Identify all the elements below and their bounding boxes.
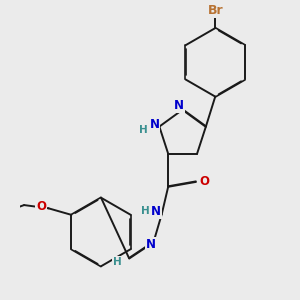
Text: O: O [199, 175, 209, 188]
Text: N: N [151, 205, 161, 218]
Text: N: N [174, 99, 184, 112]
Text: Br: Br [207, 4, 223, 17]
Text: H: H [139, 125, 148, 136]
Text: N: N [149, 118, 160, 131]
Text: H: H [113, 256, 122, 267]
Text: H: H [141, 206, 150, 216]
Text: N: N [146, 238, 156, 251]
Text: O: O [36, 200, 46, 213]
